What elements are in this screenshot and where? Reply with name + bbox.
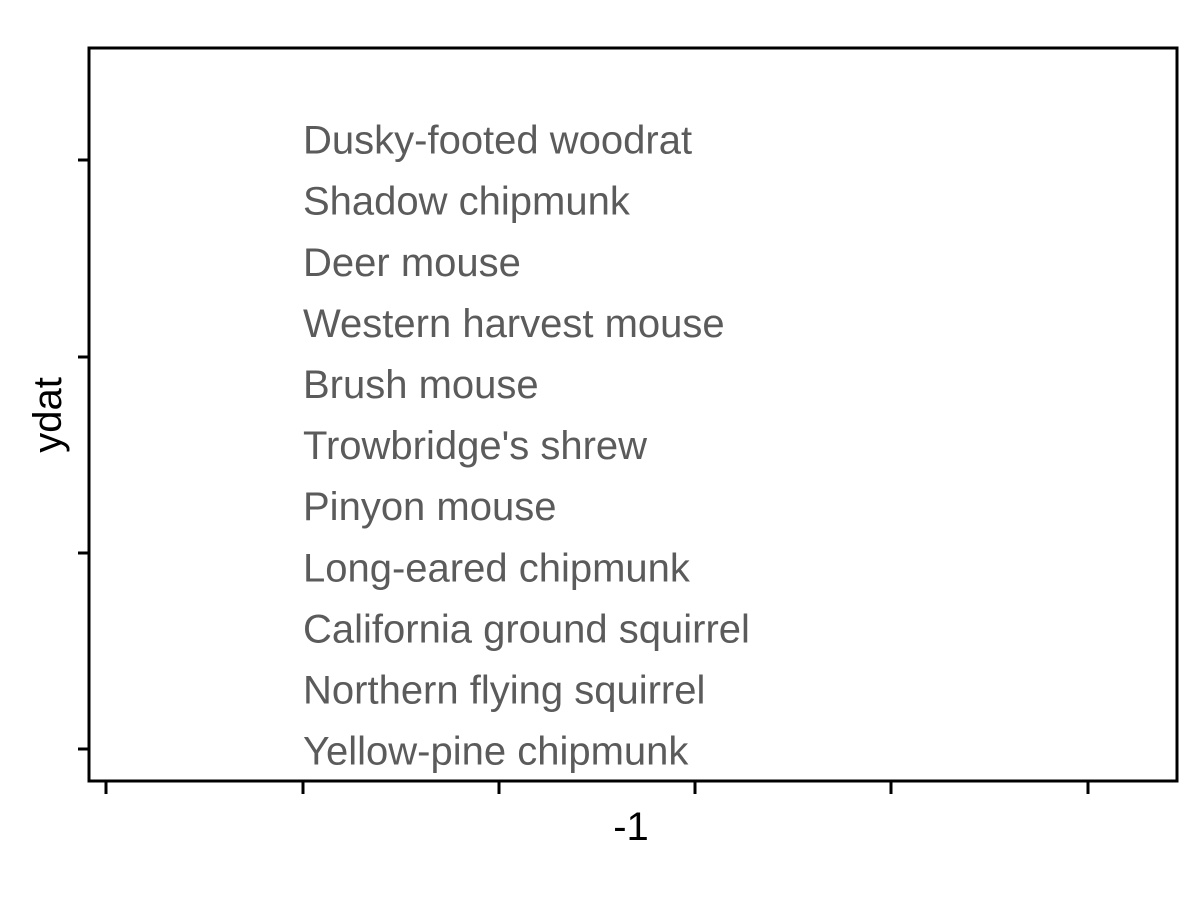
species-label: Long-eared chipmunk [303, 546, 691, 590]
species-label: California ground squirrel [303, 607, 750, 651]
species-label: Pinyon mouse [303, 485, 556, 529]
species-label: Northern flying squirrel [303, 668, 705, 712]
species-label: Yellow-pine chipmunk [303, 730, 689, 774]
species-label: Western harvest mouse [303, 302, 725, 346]
species-label: Deer mouse [303, 241, 521, 285]
species-label: Brush mouse [303, 363, 539, 407]
species-label: Trowbridge's shrew [303, 424, 647, 468]
x-axis-ticks [104, 781, 1090, 794]
plot-area [87, 46, 1179, 783]
panel-border [87, 46, 1179, 783]
species-label: Dusky-footed woodrat [303, 119, 692, 163]
species-label: Shadow chipmunk [303, 180, 631, 224]
species-labels: Dusky-footed woodrat Shadow chipmunk Deer … [303, 119, 750, 774]
x-axis-title: -1 [613, 805, 649, 849]
y-axis-ticks [78, 158, 89, 751]
y-axis-title: ydat [26, 377, 70, 453]
